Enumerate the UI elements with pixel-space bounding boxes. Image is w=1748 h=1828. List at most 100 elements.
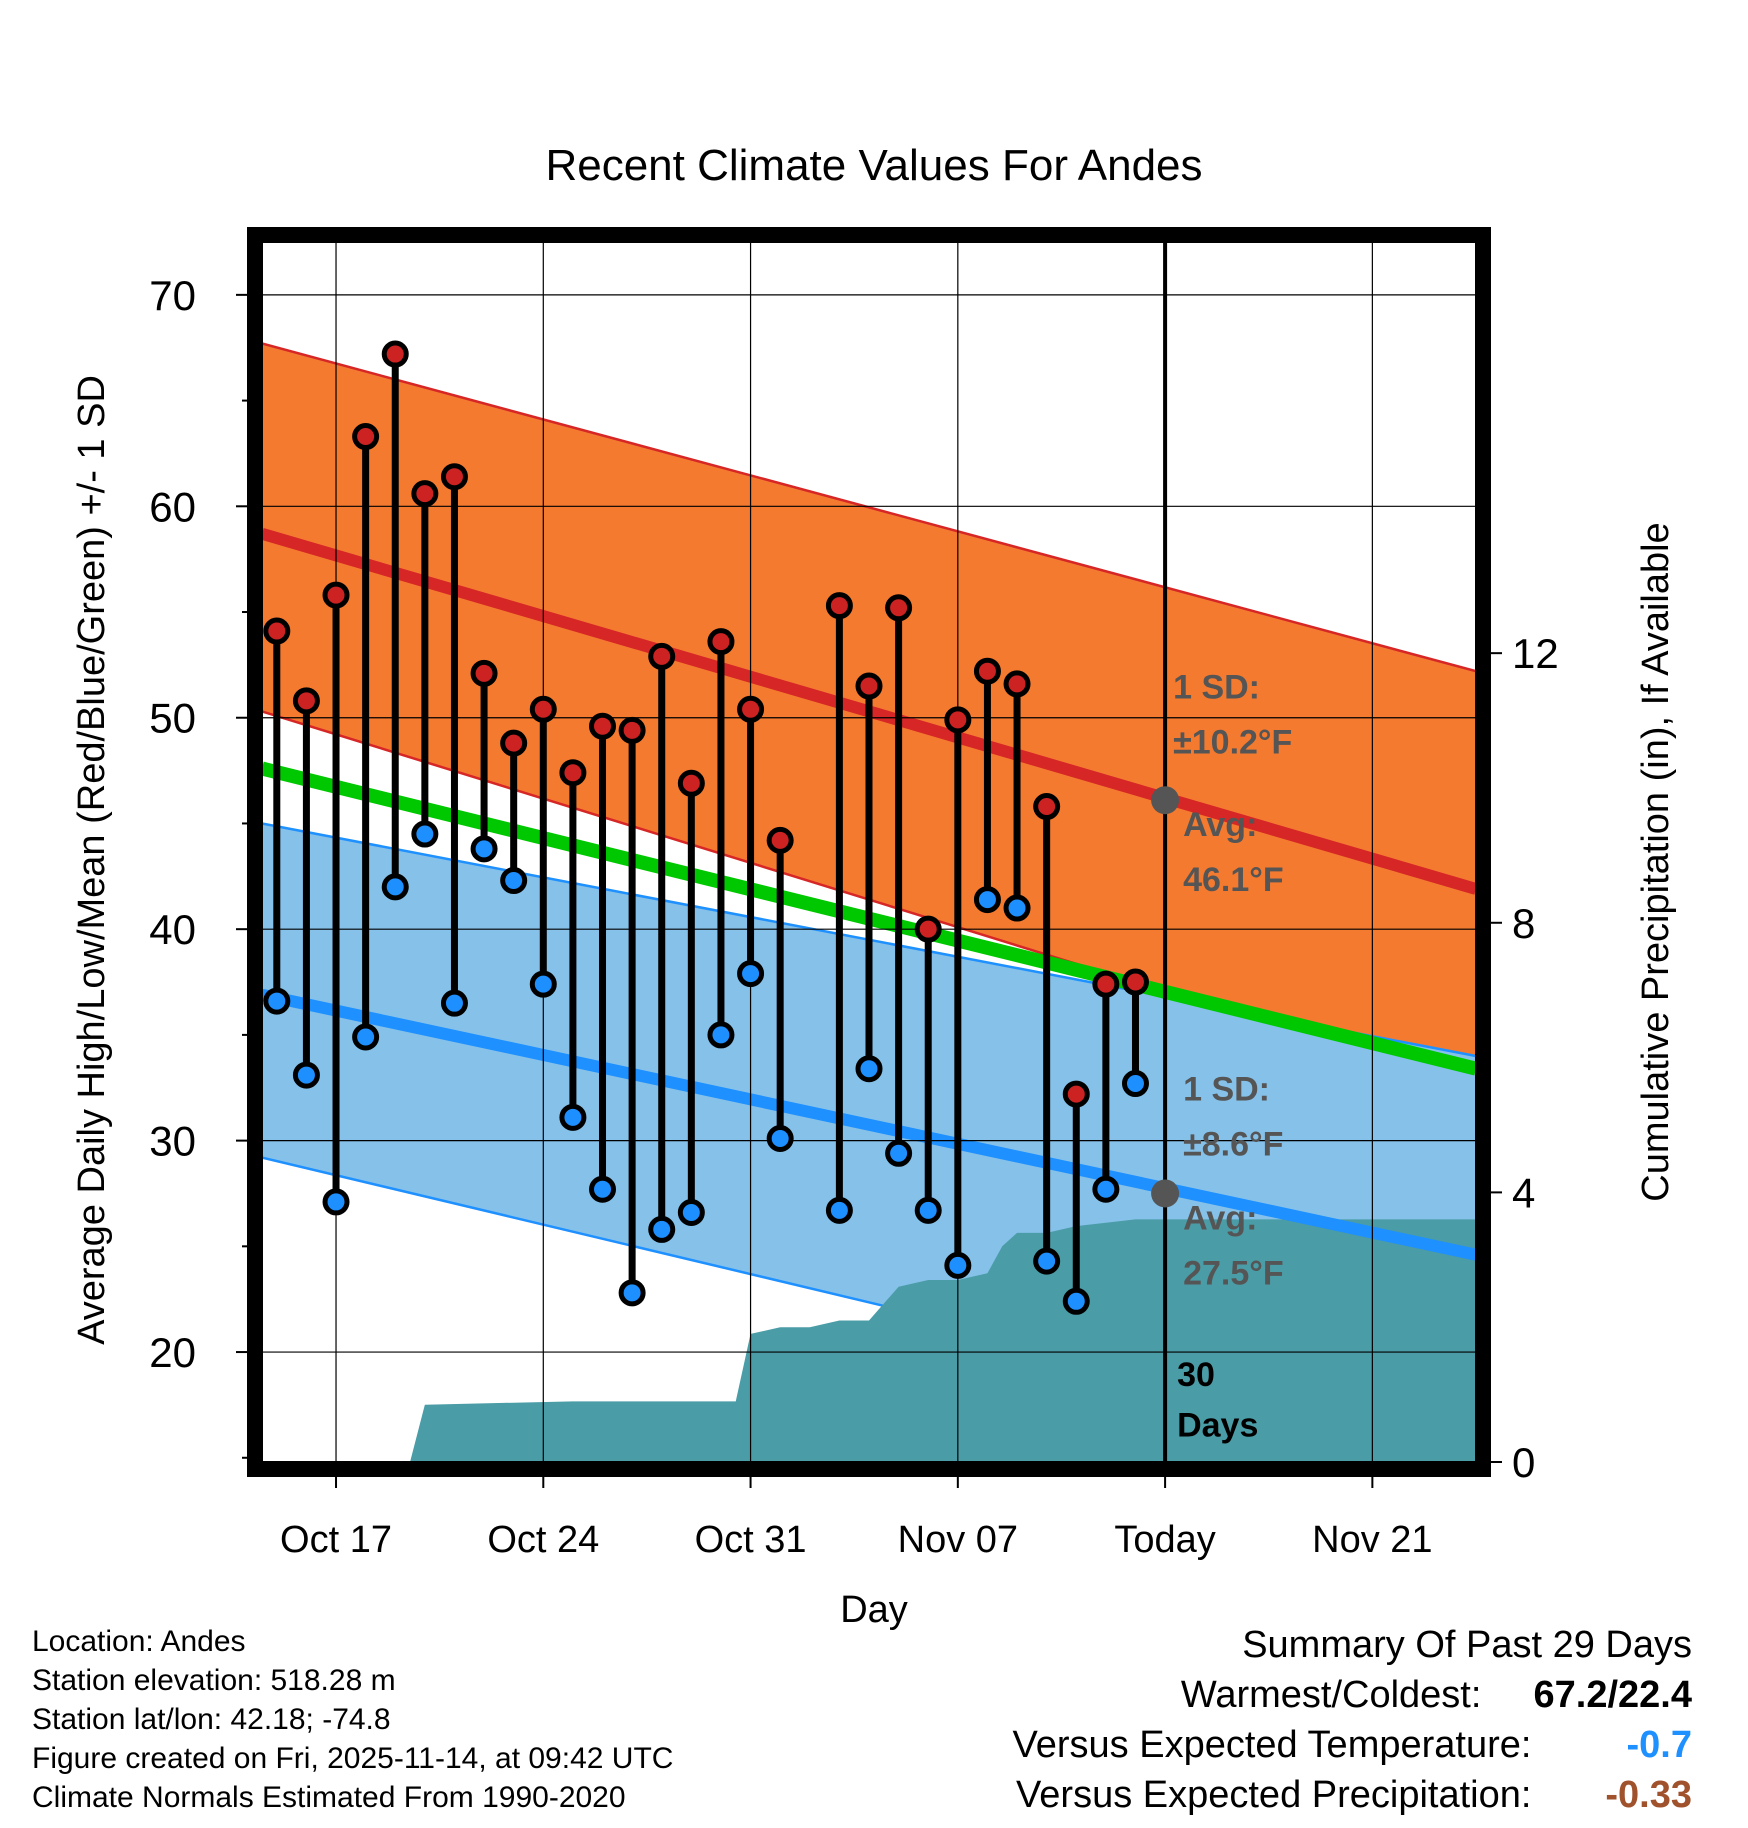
daily-low-dot <box>1092 1175 1120 1203</box>
daily-high-dot <box>648 642 676 670</box>
daily-high-dot <box>737 695 765 723</box>
daily-high-dot <box>411 480 439 508</box>
daily-low-dot <box>381 873 409 901</box>
normal-low-line <box>262 988 1476 1261</box>
summary-title: Summary Of Past 29 Days <box>1242 1624 1692 1666</box>
summary-precip-departure: Versus Expected Precipitation: -0.33 <box>1013 1770 1692 1820</box>
daily-low-dot <box>529 970 557 998</box>
daily-high-dot <box>707 628 735 656</box>
y-tick-label: 20 <box>149 1329 196 1376</box>
created-text: Figure created on Fri, 2025-11-14, at 09… <box>32 1742 674 1775</box>
daily-low-dot <box>292 1061 320 1089</box>
daily-high-dot <box>322 581 350 609</box>
daily-high-dot <box>1121 968 1149 996</box>
daily-low-dot <box>707 1021 735 1049</box>
daily-high-dot <box>529 695 557 723</box>
y-axis-label: Average Daily High/Low/Mean (Red/Blue/Gr… <box>71 375 113 1345</box>
x-tick-label: Nov 21 <box>1312 1519 1432 1561</box>
high-avg-value: 46.1°F <box>1183 861 1284 899</box>
daily-low-dot <box>855 1055 883 1083</box>
elevation-text: Station elevation: 518.28 m <box>32 1664 396 1697</box>
daily-high-dot <box>470 659 498 687</box>
y-tick-label: 30 <box>149 1118 196 1165</box>
summary-panel: Summary Of Past 29 Days Warmest/Coldest:… <box>1013 1620 1692 1820</box>
daily-high-dot <box>944 706 972 734</box>
daily-low-dot <box>1033 1247 1061 1275</box>
daily-high-dot <box>825 592 853 620</box>
y2-tick-label: 4 <box>1512 1169 1535 1216</box>
normal-high-band-upper-edge <box>262 342 1476 673</box>
daily-low-dot <box>973 886 1001 914</box>
summary-warm-cold: Warmest/Coldest: 67.2/22.4 <box>1013 1670 1692 1720</box>
precip-departure-label: Versus Expected Precipitation: <box>1016 1774 1532 1816</box>
daily-high-dot <box>1003 670 1031 698</box>
daily-low-dot <box>500 867 528 895</box>
daily-low-dot <box>1121 1070 1149 1098</box>
daily-low-dot <box>559 1103 587 1131</box>
daily-high-dot <box>292 687 320 715</box>
daily-low-dot <box>825 1196 853 1224</box>
daily-high-dot <box>618 716 646 744</box>
daily-low-dot <box>885 1139 913 1167</box>
precip-departure-value: -0.33 <box>1605 1774 1692 1816</box>
high-avg-label: Avg: <box>1183 806 1257 844</box>
daily-low-dot <box>944 1251 972 1279</box>
today-low-avg-marker <box>1151 1179 1180 1208</box>
window-days: 30 <box>1177 1356 1215 1394</box>
daily-low-dot <box>618 1279 646 1307</box>
daily-high-dot <box>559 759 587 787</box>
y2-tick-label: 0 <box>1512 1439 1535 1486</box>
daily-low-dot <box>352 1023 380 1051</box>
daily-high-dot <box>677 769 705 797</box>
daily-low-dot <box>263 987 291 1015</box>
y-tick-label: 50 <box>149 695 196 742</box>
daily-low-dot <box>914 1196 942 1224</box>
high-sd-value: ±10.2°F <box>1173 724 1292 762</box>
daily-high-dot <box>263 617 291 645</box>
daily-low-dot <box>648 1215 676 1243</box>
station-info: Location: Andes Station elevation: 518.2… <box>32 1622 673 1817</box>
temp-departure-value: -0.7 <box>1626 1724 1692 1766</box>
y-tick-label: 40 <box>149 906 196 953</box>
daily-low-dot <box>411 820 439 848</box>
daily-high-dot <box>1092 970 1120 998</box>
window-label: Days <box>1177 1407 1258 1445</box>
daily-low-dot <box>440 989 468 1017</box>
x-tick-label: Oct 17 <box>280 1519 392 1561</box>
latlon-text: Station lat/lon: 42.18; -74.8 <box>32 1703 391 1736</box>
daily-low-dot <box>322 1188 350 1216</box>
daily-low-dot <box>737 960 765 988</box>
daily-high-dot <box>440 463 468 491</box>
daily-high-dot <box>1033 793 1061 821</box>
chart-title: Recent Climate Values For Andes <box>545 141 1202 190</box>
plot-inner: 1 SD: ±10.2°F Avg: 46.1°F 1 SD: ±8.6°F Avg: 27.… <box>262 242 1476 1462</box>
today-high-avg-marker <box>1151 786 1180 815</box>
low-sd-label: 1 SD: <box>1183 1070 1270 1108</box>
x-tick-label: Nov 07 <box>898 1519 1018 1561</box>
precip-cumulative-area <box>410 1219 1476 1462</box>
daily-high-dot <box>589 712 617 740</box>
y-tick-label: 70 <box>149 272 196 319</box>
y2-tick-label: 8 <box>1512 900 1535 947</box>
daily-high-dot <box>381 340 409 368</box>
x-tick-label: Oct 31 <box>695 1519 807 1561</box>
low-avg-value: 27.5°F <box>1183 1254 1284 1292</box>
daily-low-dot <box>766 1124 794 1152</box>
low-sd-value: ±8.6°F <box>1183 1125 1283 1163</box>
summary-temp-departure: Versus Expected Temperature: -0.7 <box>1013 1720 1692 1770</box>
daily-high-dot <box>1062 1080 1090 1108</box>
daily-high-dot <box>914 915 942 943</box>
daily-low-dot <box>677 1199 705 1227</box>
location-text: Location: Andes <box>32 1625 246 1658</box>
low-avg-label: Avg: <box>1183 1199 1257 1237</box>
daily-high-dot <box>973 657 1001 685</box>
daily-low-dot <box>589 1175 617 1203</box>
temp-departure-label: Versus Expected Temperature: <box>1012 1724 1532 1766</box>
normals-text: Climate Normals Estimated From 1990-2020 <box>32 1781 626 1814</box>
y-tick-label: 60 <box>149 483 196 530</box>
y2-tick-label: 12 <box>1512 630 1559 677</box>
x-axis-label: Day <box>840 1589 908 1631</box>
plot-frame <box>247 227 1491 1477</box>
warm-cold-value: 67.2/22.4 <box>1533 1674 1692 1716</box>
warm-cold-label: Warmest/Coldest: <box>1180 1674 1482 1716</box>
